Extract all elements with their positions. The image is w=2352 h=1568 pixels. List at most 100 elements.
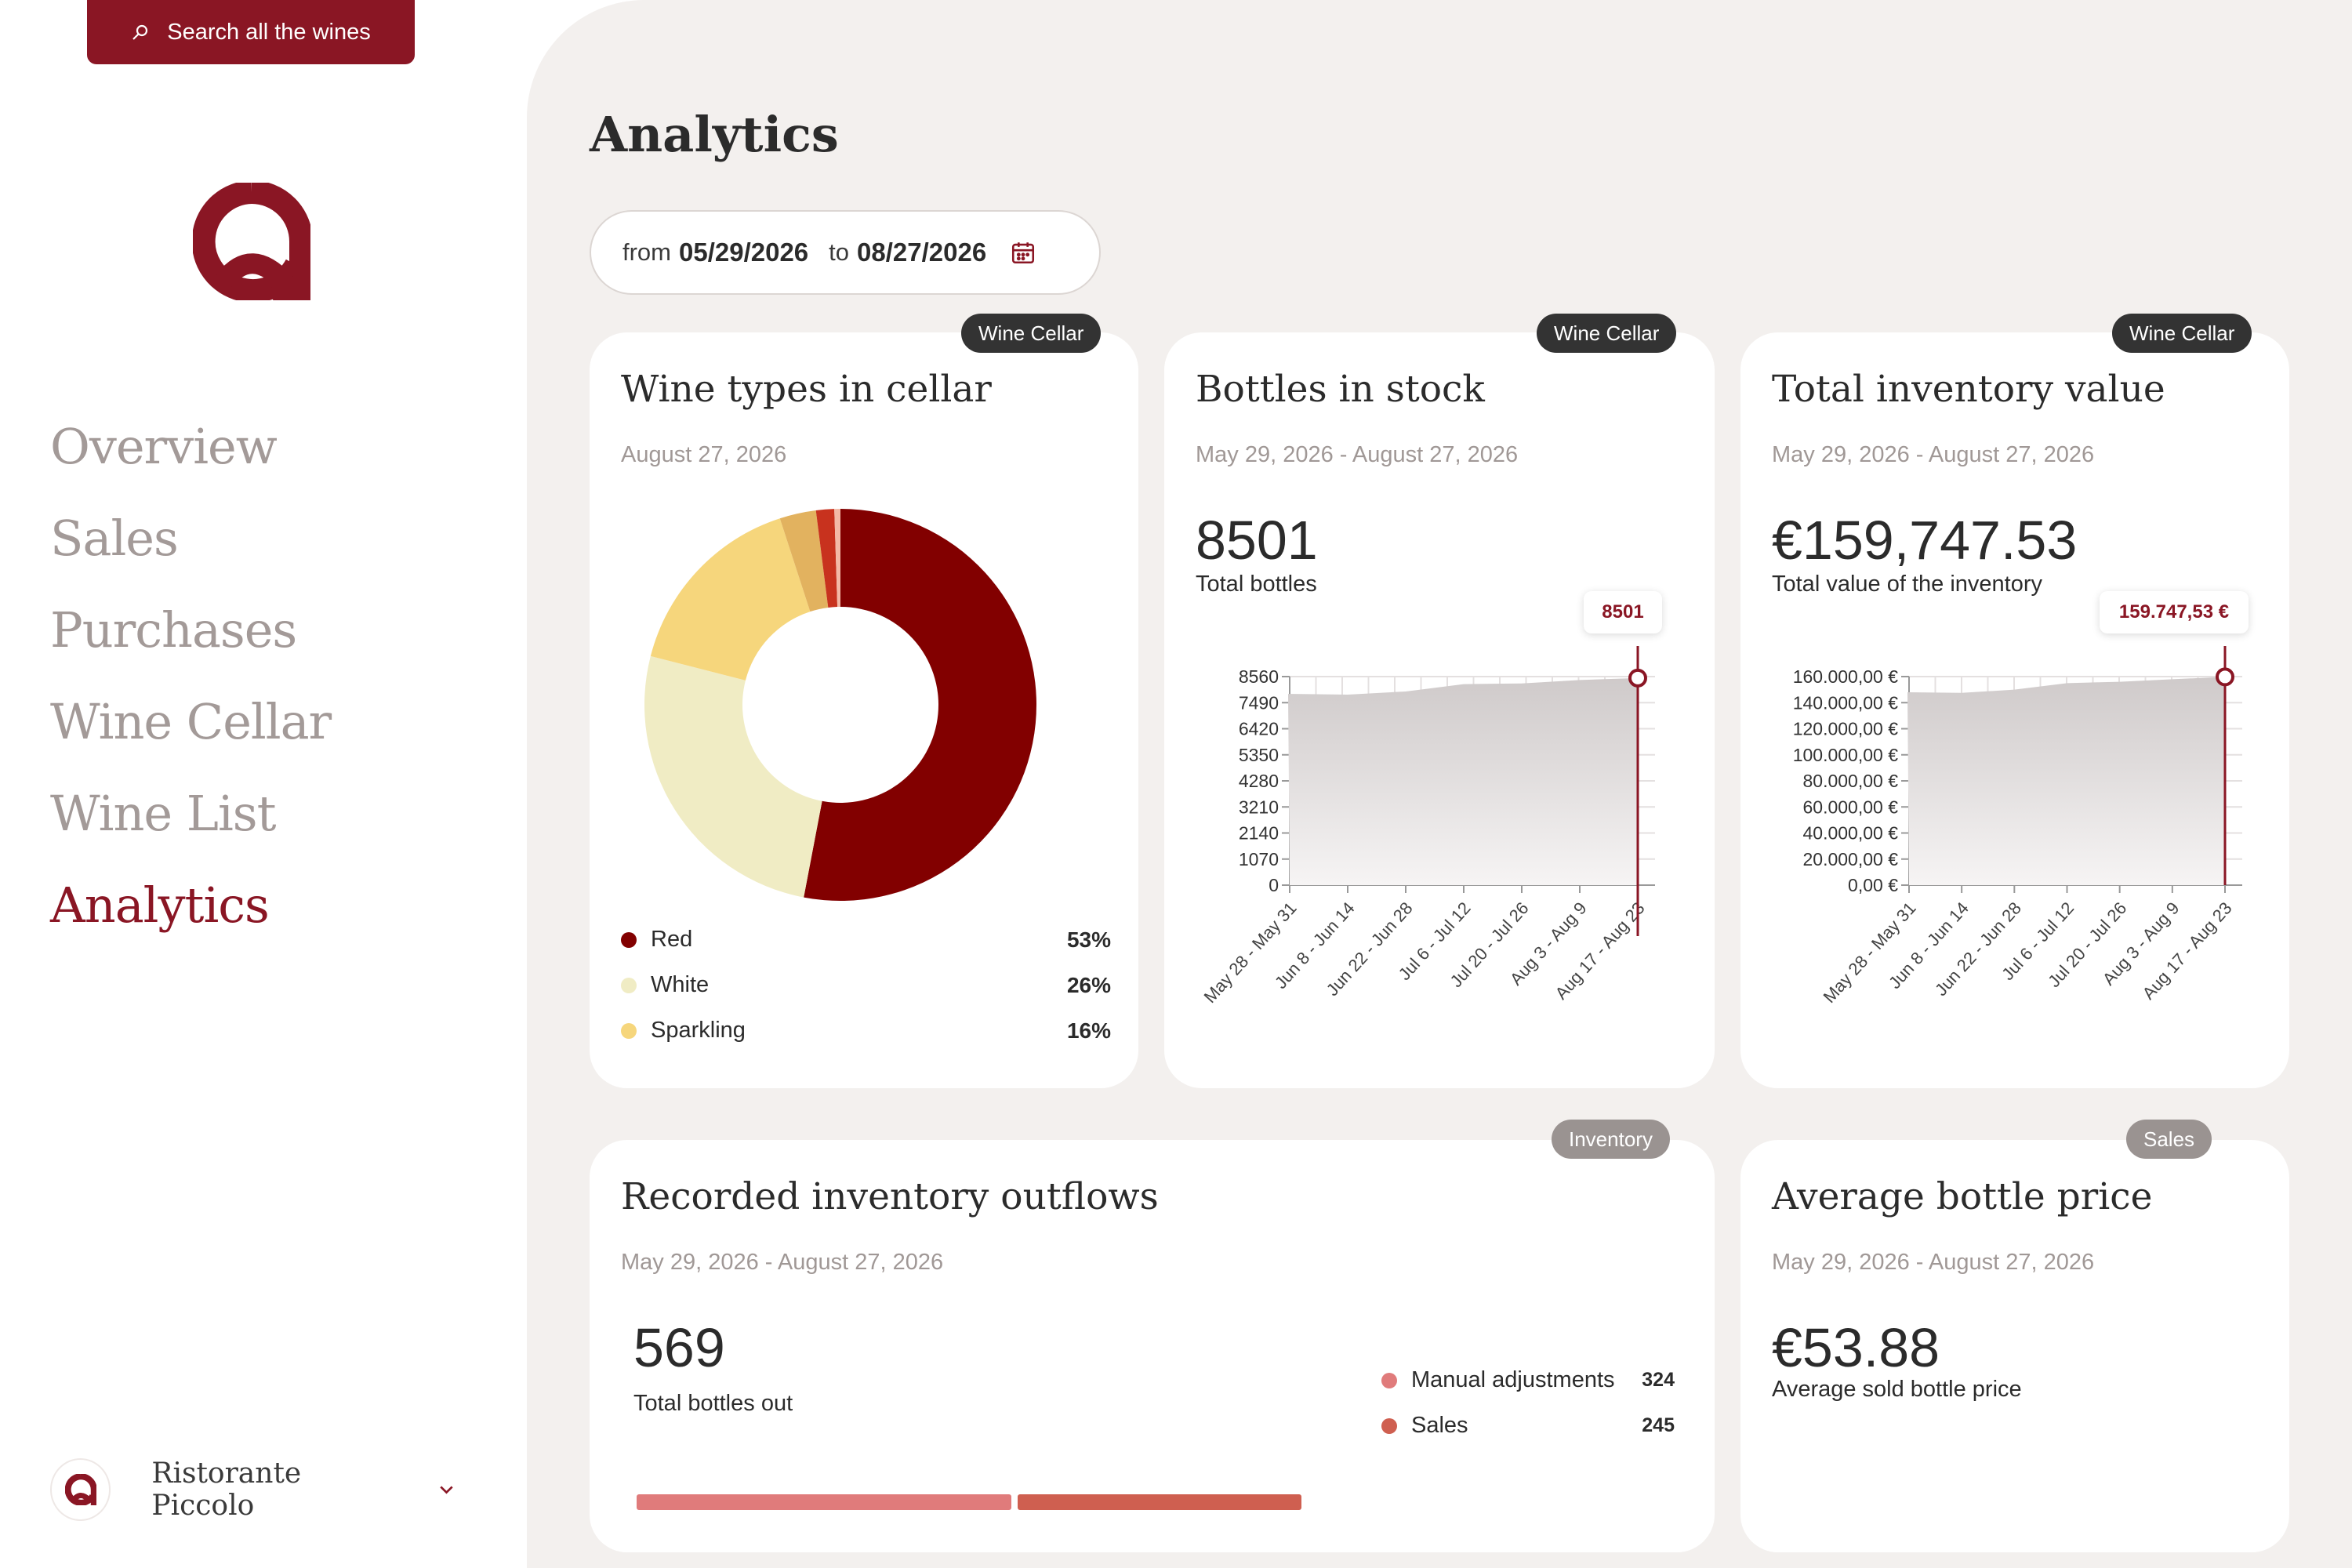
outflow-bar-sales[interactable]	[1018, 1494, 1301, 1510]
y-tick-label: 3210	[1239, 797, 1279, 817]
main-nav: Overview Sales Purchases Wine Cellar Win…	[50, 416, 332, 966]
inventory-total-value: €159,747.53	[1772, 510, 2078, 571]
wine-types-badge: Wine Cellar	[961, 314, 1102, 353]
series-point-marker[interactable]	[2216, 667, 2234, 687]
outflow-label-sales: Sales	[1411, 1413, 1468, 1438]
series-area	[1288, 677, 1638, 885]
avg-price-badge: Sales	[2126, 1120, 2212, 1159]
y-tick-label: 140.000,00 €	[1793, 692, 1899, 713]
legend-pct-white: 26%	[1066, 972, 1111, 997]
y-tick-label: 0,00 €	[1848, 875, 1898, 895]
search-wines-label: Search all the wines	[167, 19, 371, 45]
legend-item-white: White 26%	[621, 972, 1111, 998]
y-tick-label: 2140	[1239, 823, 1279, 844]
legend-label-sparkling: Sparkling	[651, 1018, 746, 1043]
outflow-dot-sales	[1381, 1417, 1397, 1434]
bottles-total-label: Total bottles	[1196, 572, 1317, 597]
outflow-dot-manual	[1381, 1372, 1397, 1388]
bottles-date: May 29, 2026 - August 27, 2026	[1196, 442, 1519, 467]
date-range-picker[interactable]: from 05/29/2026 to 08/27/2026	[590, 210, 1101, 295]
restaurant-switcher[interactable]: Ristorante Piccolo	[50, 1457, 458, 1522]
outflows-total-value: 569	[633, 1317, 725, 1378]
wine-types-title: Wine types in cellar	[621, 368, 992, 411]
y-tick-label: 20.000,00 €	[1802, 849, 1898, 869]
sidebar: Search all the wines Overview Sales Purc…	[0, 0, 527, 1568]
outflow-value-manual: 324	[1642, 1369, 1675, 1391]
main-content: Analytics from 05/29/2026 to 08/27/2026 …	[527, 0, 2352, 1568]
date-to-value: 08/27/2026	[857, 238, 987, 267]
inventory-total-label: Total value of the inventory	[1772, 572, 2042, 597]
wine-types-donut-chart	[644, 509, 1036, 901]
search-wines-button[interactable]: Search all the wines	[87, 0, 415, 64]
legend-dot-sparkling	[621, 1022, 637, 1039]
legend-item-sparkling: Sparkling 16%	[621, 1018, 1111, 1044]
search-icon	[132, 24, 148, 40]
inventory-area-chart: 160.000,00 € 140.000,00 € 120.000,00 € 100.…	[1793, 646, 2242, 1007]
avg-price-label: Average sold bottle price	[1772, 1377, 2022, 1402]
wine-types-date: August 27, 2026	[621, 442, 787, 467]
y-tick-label: 8560	[1239, 666, 1279, 687]
outflow-legend-manual: Manual adjustments 324	[1381, 1367, 1675, 1393]
series-point-marker[interactable]	[1628, 668, 1647, 688]
outflows-date: May 29, 2026 - August 27, 2026	[621, 1250, 944, 1275]
nav-item-wine-cellar[interactable]: Wine Cellar	[50, 693, 332, 750]
outflows-title: Recorded inventory outflows	[621, 1175, 1159, 1218]
avg-price-value: €53.88	[1772, 1317, 1940, 1378]
avg-price-title: Average bottle price	[1772, 1175, 2153, 1218]
y-tick-label: 60.000,00 €	[1802, 797, 1898, 817]
outflows-card: Recorded inventory outflows May 29, 2026…	[590, 1140, 1715, 1552]
nav-item-wine-list[interactable]: Wine List	[50, 785, 277, 842]
outflow-legend-sales: Sales 245	[1381, 1413, 1675, 1439]
donut-slice-other-2[interactable]	[815, 509, 838, 608]
date-to-label: to	[829, 238, 850, 266]
brand-logo	[193, 183, 310, 300]
nav-item-overview[interactable]: Overview	[50, 418, 278, 475]
bottles-in-stock-card: Bottles in stock May 29, 2026 - August 2…	[1164, 332, 1715, 1088]
donut-slice-other-1[interactable]	[779, 510, 829, 612]
nav-item-analytics[interactable]: Analytics	[50, 877, 270, 934]
donut-slice-other-3[interactable]	[834, 509, 840, 608]
restaurant-name: Ristorante Piccolo	[151, 1457, 302, 1522]
legend-label-red: Red	[651, 927, 693, 952]
y-tick-label: 40.000,00 €	[1802, 823, 1898, 844]
inventory-badge: Wine Cellar	[2112, 314, 2252, 353]
x-tick-label: Aug 17 - Aug 23	[2139, 898, 2236, 1004]
outflow-value-sales: 245	[1642, 1414, 1675, 1436]
avg-price-date: May 29, 2026 - August 27, 2026	[1772, 1250, 2095, 1275]
bottles-total-value: 8501	[1196, 510, 1318, 571]
inventory-tooltip: 159.747,53 €	[2100, 591, 2249, 633]
y-tick-label: 0	[1269, 875, 1279, 895]
nav-item-sales[interactable]: Sales	[50, 510, 179, 567]
y-tick-label: 7490	[1239, 692, 1279, 713]
inventory-date: May 29, 2026 - August 27, 2026	[1772, 442, 2095, 467]
legend-item-red: Red 53%	[621, 927, 1111, 953]
y-tick-label: 80.000,00 €	[1802, 771, 1898, 791]
y-tick-label: 6420	[1239, 719, 1279, 739]
outflows-badge: Inventory	[1552, 1120, 1670, 1159]
series-area	[1907, 677, 2225, 885]
nav-item-purchases[interactable]: Purchases	[50, 601, 297, 659]
outflow-bar-manual-adjustments[interactable]	[637, 1494, 1012, 1510]
restaurant-logo-icon	[64, 1474, 96, 1505]
donut-slice-sparkling[interactable]	[650, 518, 811, 681]
wine-types-card: Wine types in cellar August 27, 2026 Red…	[590, 332, 1138, 1088]
y-tick-label: 4280	[1239, 771, 1279, 791]
legend-dot-red	[621, 931, 637, 948]
legend-pct-sparkling: 16%	[1066, 1018, 1111, 1043]
legend-dot-white	[621, 977, 637, 993]
chevron-down-icon	[440, 1486, 453, 1494]
donut-slice-white[interactable]	[644, 655, 822, 898]
donut-slice-red[interactable]	[804, 509, 1036, 901]
inventory-title: Total inventory value	[1772, 368, 2165, 411]
inventory-value-card: Total inventory value May 29, 2026 - Aug…	[1740, 332, 2289, 1088]
outflow-label-manual: Manual adjustments	[1411, 1367, 1615, 1392]
calendar-icon	[1012, 242, 1035, 264]
y-tick-label: 100.000,00 €	[1793, 745, 1899, 765]
y-tick-label: 120.000,00 €	[1793, 719, 1899, 739]
bottles-tooltip: 8501	[1584, 591, 1662, 633]
bottles-badge: Wine Cellar	[1537, 314, 1677, 353]
x-tick-label: May 28 - May 31	[1820, 898, 1920, 1007]
restaurant-avatar	[50, 1458, 111, 1521]
page-title: Analytics	[590, 106, 839, 163]
